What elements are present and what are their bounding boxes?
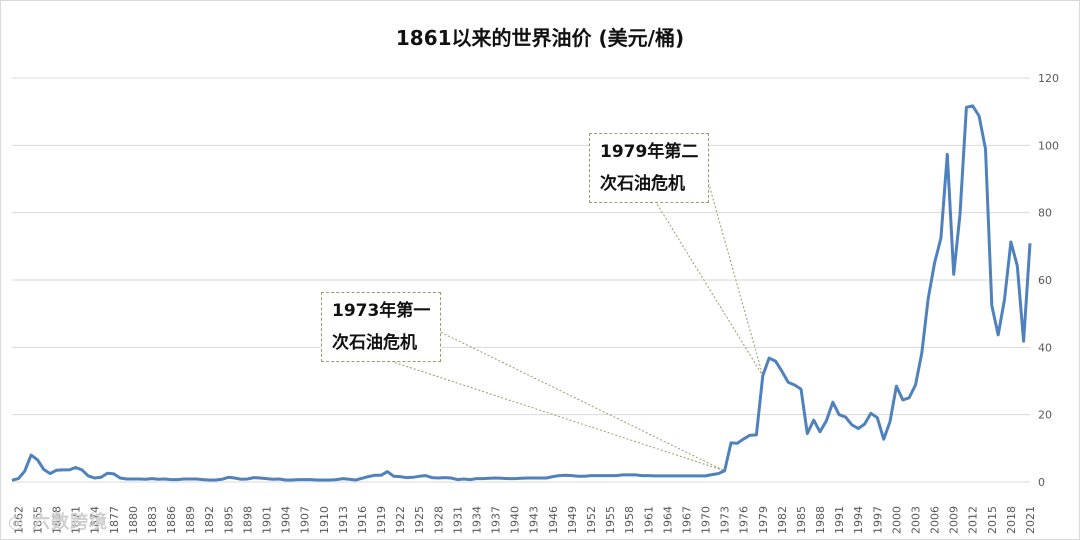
y-tick-label: 100 <box>1038 139 1059 152</box>
x-tick-label: 1862 <box>12 506 25 534</box>
x-tick-label: 1979 <box>757 506 770 534</box>
x-tick-label: 2009 <box>948 506 961 534</box>
x-tick-label: 2000 <box>890 506 903 534</box>
x-tick-label: 1877 <box>108 506 121 534</box>
x-tick-label: 1943 <box>528 506 541 534</box>
x-tick-label: 1931 <box>451 506 464 534</box>
x-tick-label: 1874 <box>89 506 102 534</box>
x-tick-label: 1937 <box>490 506 503 534</box>
x-tick-label: 1871 <box>70 506 83 534</box>
x-tick-label: 1964 <box>661 506 674 534</box>
leader-line <box>437 330 725 472</box>
x-tick-label: 1886 <box>165 506 178 534</box>
x-tick-label: 2003 <box>909 506 922 534</box>
x-tick-label: 1961 <box>642 506 655 534</box>
x-tick-label: 1949 <box>566 506 579 534</box>
x-axis-ticks: 1862 1865 1868 1871 1874 1877 1880 1883 1886 1889… <box>12 506 1037 534</box>
x-tick-label: 1868 <box>51 506 64 534</box>
x-tick-label: 1946 <box>547 506 560 534</box>
y-tick-label: 0 <box>1038 476 1045 489</box>
x-tick-label: 2018 <box>1005 506 1018 534</box>
x-tick-label: 1967 <box>680 506 693 534</box>
x-tick-label: 1934 <box>470 506 483 534</box>
x-tick-label: 1973 <box>719 506 732 534</box>
x-tick-label: 1976 <box>738 506 751 534</box>
x-tick-label: 2012 <box>967 506 980 534</box>
callout-leader-lines <box>387 171 764 472</box>
y-tick-label: 80 <box>1038 207 1052 220</box>
callout-1979-oil-crisis: 1979年第二 次石油危机 <box>589 133 710 203</box>
x-tick-label: 1892 <box>203 506 216 534</box>
leader-line <box>654 200 764 376</box>
oil-price-line <box>11 104 1032 482</box>
x-tick-label: 1952 <box>585 506 598 534</box>
x-tick-label: 1958 <box>623 506 636 534</box>
chart-title: 1861以来的世界油价 (美元/桶) <box>395 26 685 50</box>
x-tick-label: 1895 <box>222 506 235 534</box>
y-tick-label: 120 <box>1038 72 1059 85</box>
x-tick-label: 1940 <box>509 506 522 534</box>
x-tick-label: 1880 <box>127 506 140 534</box>
leader-line <box>387 359 725 472</box>
x-tick-label: 1994 <box>852 506 865 534</box>
x-tick-label: 1925 <box>413 506 426 534</box>
x-tick-label: 1991 <box>833 506 846 534</box>
x-tick-label: 1898 <box>241 506 254 534</box>
x-tick-label: 1904 <box>280 506 293 534</box>
x-tick-label: 1982 <box>776 506 789 534</box>
watermark-logo: ◎ 六数跨境 <box>8 512 108 533</box>
x-tick-label: 1970 <box>700 506 713 534</box>
y-axis-ticks: 0 20 40 60 80 100 120 <box>1038 72 1059 489</box>
x-tick-label: 1985 <box>795 506 808 534</box>
x-tick-label: 1955 <box>604 506 617 534</box>
x-tick-label: 1889 <box>184 506 197 534</box>
x-tick-label: 1919 <box>375 506 388 534</box>
x-tick-label: 1988 <box>814 506 827 534</box>
leader-line <box>704 171 764 376</box>
x-tick-label: 1916 <box>356 506 369 534</box>
x-tick-label: 1913 <box>337 506 350 534</box>
y-tick-label: 40 <box>1038 341 1052 354</box>
x-tick-label: 1928 <box>432 506 445 534</box>
x-tick-label: 2006 <box>929 506 942 534</box>
gridlines <box>12 77 1030 483</box>
y-tick-label: 20 <box>1038 409 1052 422</box>
x-tick-label: 1883 <box>146 506 159 534</box>
x-tick-label: 1865 <box>31 506 44 534</box>
x-tick-label: 1910 <box>318 506 331 534</box>
x-tick-label: 2021 <box>1024 506 1037 534</box>
x-tick-label: 2015 <box>986 506 999 534</box>
x-tick-label: 1901 <box>261 506 274 534</box>
x-tick-label: 1997 <box>871 506 884 534</box>
x-tick-label: 1907 <box>299 506 312 534</box>
callout-1973-oil-crisis: 1973年第一 次石油危机 <box>321 292 442 362</box>
y-tick-label: 60 <box>1038 274 1052 287</box>
x-tick-label: 1922 <box>394 506 407 534</box>
